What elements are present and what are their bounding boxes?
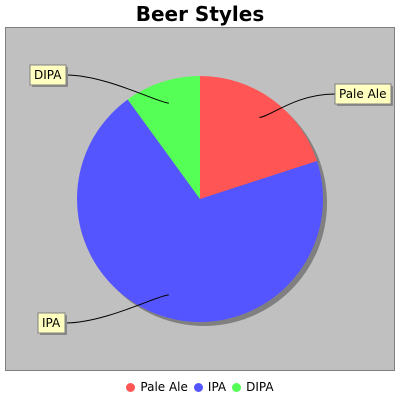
leader-line-pale-ale: [259, 93, 336, 118]
legend-item-dipa: DIPA: [232, 380, 274, 394]
leader-line-ipa: [64, 294, 169, 324]
legend-marker-icon: [232, 382, 242, 392]
slice-label-ipa: IPA: [42, 316, 61, 330]
label-box-ipa: [37, 312, 66, 334]
chart-title: Beer Styles: [135, 2, 265, 26]
label-box-dipa: [29, 64, 67, 86]
pie-slice-ipa: [76, 99, 323, 323]
legend-marker-icon: [193, 382, 203, 392]
legend-item-pale-ale: Pale Ale: [126, 380, 188, 394]
legend-marker-icon: [126, 382, 136, 392]
legend-label: IPA: [207, 380, 227, 394]
legend: Pale Ale IPA DIPA: [0, 380, 400, 394]
pie-slice-dipa: [127, 76, 200, 199]
plot-area: Pale Ale IPA DIPA: [5, 27, 395, 371]
pie-slice-pale-ale: [200, 76, 317, 199]
slice-label-pale-ale: Pale Ale: [339, 87, 387, 101]
label-box-pale-ale: [334, 83, 392, 105]
legend-item-ipa: IPA: [193, 380, 227, 394]
legend-label: DIPA: [246, 380, 274, 394]
legend-label: Pale Ale: [140, 380, 188, 394]
slice-label-dipa: DIPA: [34, 68, 62, 82]
pie-chart: Pale Ale IPA DIPA: [29, 64, 393, 335]
leader-line-dipa: [65, 74, 169, 104]
